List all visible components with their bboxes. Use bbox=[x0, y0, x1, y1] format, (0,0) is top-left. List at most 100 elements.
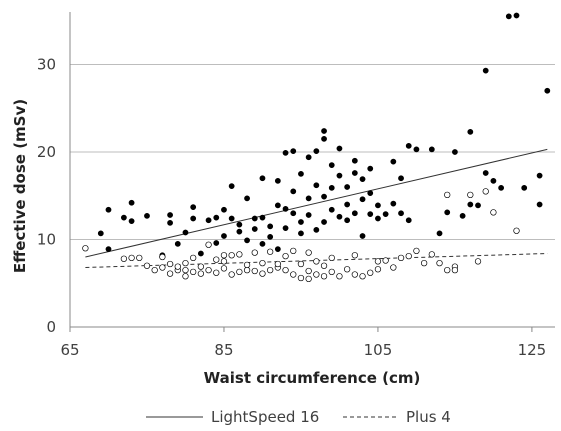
point-lightspeed-16 bbox=[244, 195, 250, 202]
point-lightspeed-16 bbox=[328, 184, 335, 191]
point-lightspeed-16 bbox=[536, 201, 543, 208]
point-plus-4 bbox=[267, 248, 274, 255]
point-plus-4 bbox=[320, 262, 328, 269]
point-lightspeed-16 bbox=[336, 213, 343, 220]
point-plus-4 bbox=[82, 245, 89, 252]
x-tick-labels: 65 85 105 125 bbox=[60, 327, 546, 359]
y-tick-label: 10 bbox=[37, 231, 56, 249]
point-lightspeed-16 bbox=[482, 67, 489, 74]
point-lightspeed-16 bbox=[282, 205, 289, 212]
point-plus-4 bbox=[305, 267, 312, 275]
point-plus-4 bbox=[259, 259, 266, 267]
point-plus-4 bbox=[159, 264, 166, 271]
point-lightspeed-16 bbox=[405, 217, 412, 224]
point-lightspeed-16 bbox=[213, 240, 220, 246]
point-lightspeed-16 bbox=[298, 170, 304, 177]
point-lightspeed-16 bbox=[452, 149, 458, 155]
point-lightspeed-16 bbox=[505, 13, 512, 20]
point-plus-4 bbox=[236, 268, 243, 276]
point-lightspeed-16 bbox=[444, 209, 451, 216]
point-lightspeed-16 bbox=[390, 158, 397, 165]
point-lightspeed-16 bbox=[267, 233, 274, 240]
point-plus-4 bbox=[197, 270, 205, 277]
legend: LightSpeed 16 Plus 4 bbox=[146, 408, 451, 426]
point-lightspeed-16 bbox=[351, 157, 358, 164]
point-plus-4 bbox=[282, 266, 289, 274]
point-lightspeed-16 bbox=[182, 229, 189, 236]
point-lightspeed-16 bbox=[190, 204, 197, 211]
point-plus-4 bbox=[451, 266, 459, 274]
point-lightspeed-16 bbox=[97, 230, 104, 237]
point-lightspeed-16 bbox=[367, 190, 374, 197]
point-plus-4 bbox=[259, 270, 266, 277]
point-plus-4 bbox=[136, 254, 143, 262]
point-lightspeed-16 bbox=[351, 210, 358, 217]
y-tick-labels: 0 10 20 30 bbox=[37, 56, 56, 337]
point-plus-4 bbox=[128, 254, 135, 262]
point-lightspeed-16 bbox=[498, 184, 505, 191]
point-plus-4 bbox=[467, 191, 474, 199]
point-lightspeed-16 bbox=[259, 240, 266, 247]
y-tick-label: 20 bbox=[37, 143, 56, 161]
point-plus-4 bbox=[413, 247, 420, 255]
point-lightspeed-16 bbox=[228, 215, 235, 222]
point-lightspeed-16 bbox=[313, 182, 320, 189]
point-lightspeed-16 bbox=[305, 154, 312, 161]
point-plus-4 bbox=[420, 259, 428, 267]
point-plus-4 bbox=[205, 241, 212, 248]
point-plus-4 bbox=[444, 191, 451, 199]
point-plus-4 bbox=[351, 252, 358, 259]
point-plus-4 bbox=[313, 271, 320, 278]
point-lightspeed-16 bbox=[544, 87, 551, 94]
y-tick-label: 30 bbox=[37, 56, 56, 74]
point-lightspeed-16 bbox=[475, 202, 481, 209]
point-plus-4 bbox=[351, 271, 358, 278]
point-plus-4 bbox=[382, 257, 389, 264]
point-plus-4 bbox=[297, 274, 305, 282]
point-lightspeed-16 bbox=[313, 148, 320, 155]
point-lightspeed-16 bbox=[336, 172, 343, 179]
point-plus-4 bbox=[228, 252, 235, 259]
point-lightspeed-16 bbox=[413, 146, 420, 153]
point-lightspeed-16 bbox=[467, 128, 474, 135]
point-lightspeed-16 bbox=[328, 162, 335, 169]
point-plus-4 bbox=[190, 268, 197, 276]
point-lightspeed-16 bbox=[490, 177, 497, 184]
point-plus-4 bbox=[305, 275, 312, 283]
point-plus-4 bbox=[166, 270, 174, 277]
point-lightspeed-16 bbox=[359, 196, 366, 203]
point-lightspeed-16 bbox=[274, 202, 281, 209]
point-lightspeed-16 bbox=[128, 199, 135, 206]
point-plus-4 bbox=[220, 252, 228, 259]
point-plus-4 bbox=[120, 255, 128, 262]
point-lightspeed-16 bbox=[128, 218, 135, 225]
point-lightspeed-16 bbox=[428, 146, 435, 153]
point-lightspeed-16 bbox=[236, 228, 243, 235]
point-lightspeed-16 bbox=[282, 225, 289, 232]
point-lightspeed-16 bbox=[174, 240, 181, 247]
point-lightspeed-16 bbox=[344, 184, 351, 190]
point-lightspeed-16 bbox=[167, 219, 173, 226]
point-plus-4 bbox=[166, 260, 174, 268]
point-plus-4 bbox=[151, 266, 158, 274]
point-plus-4 bbox=[213, 256, 220, 263]
point-plus-4 bbox=[228, 271, 235, 278]
point-lightspeed-16 bbox=[282, 149, 289, 156]
point-lightspeed-16 bbox=[321, 193, 327, 200]
point-lightspeed-16 bbox=[367, 165, 374, 172]
point-plus-4 bbox=[236, 251, 243, 258]
point-lightspeed-16 bbox=[390, 200, 397, 207]
point-lightspeed-16 bbox=[251, 215, 258, 222]
x-axis-title: Waist circumference (cm) bbox=[204, 369, 421, 387]
y-tick-label: 0 bbox=[46, 318, 56, 336]
point-lightspeed-16 bbox=[221, 233, 227, 239]
x-tick-label: 125 bbox=[518, 341, 547, 359]
point-lightspeed-16 bbox=[398, 175, 404, 182]
point-lightspeed-16 bbox=[298, 230, 304, 237]
point-lightspeed-16 bbox=[405, 142, 412, 149]
point-plus-4 bbox=[305, 249, 312, 256]
point-lightspeed-16 bbox=[259, 175, 266, 182]
point-lightspeed-16 bbox=[336, 145, 343, 152]
point-plus-4 bbox=[143, 262, 151, 269]
point-lightspeed-16 bbox=[305, 212, 312, 218]
